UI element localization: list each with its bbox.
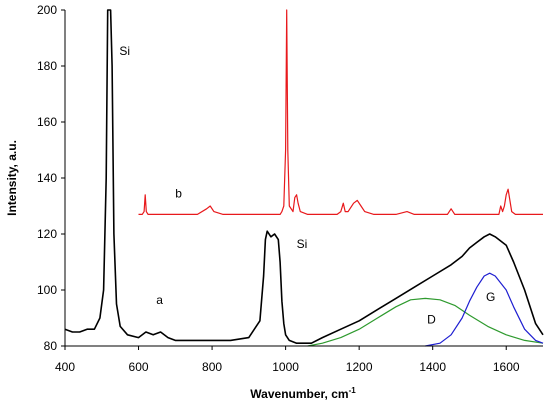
x-axis-title-superscript: -1 (349, 386, 357, 395)
y-tick-label: 200 (37, 3, 57, 17)
series-line-a (64, 9, 544, 345)
y-axis-title: Intensity, a.u. (5, 140, 19, 216)
x-tick-label: 1000 (272, 360, 299, 374)
series-line-g (425, 272, 544, 347)
annotation-label: b (175, 187, 182, 201)
x-tick-label: 400 (55, 360, 75, 374)
x-axis-title-text: Wavenumber, cm (250, 387, 348, 401)
y-tick-label: 160 (37, 115, 57, 129)
annotation-layer: Si b Si a D G (119, 44, 495, 327)
annotation-label: Si (297, 237, 308, 251)
y-tick-label: 140 (37, 171, 57, 185)
plot-area: Si b Si a D G 400 600 800 1000 1200 1400 1600 80 100… (37, 3, 544, 374)
annotation-label: G (486, 290, 495, 304)
x-axis-title: Wavenumber, cm-1 (250, 386, 356, 401)
y-tick-label: 180 (37, 59, 57, 73)
annotation-label: D (427, 313, 436, 327)
x-axis-ticks: 400 600 800 1000 1200 1400 1600 (55, 346, 520, 374)
x-tick-label: 1400 (419, 360, 446, 374)
annotation-label: Si (119, 44, 130, 58)
x-tick-label: 800 (202, 360, 222, 374)
x-tick-label: 600 (129, 360, 149, 374)
y-axis-ticks: 80 100 120 140 160 180 200 (37, 3, 65, 353)
annotation-label: a (156, 293, 163, 307)
series-layer (64, 9, 544, 347)
y-tick-label: 120 (37, 227, 57, 241)
x-tick-label: 1600 (493, 360, 520, 374)
y-tick-label: 80 (44, 339, 58, 353)
x-tick-label: 1200 (346, 360, 373, 374)
series-line-d (307, 297, 544, 347)
series-line-b (138, 9, 543, 215)
y-tick-label: 100 (37, 283, 57, 297)
